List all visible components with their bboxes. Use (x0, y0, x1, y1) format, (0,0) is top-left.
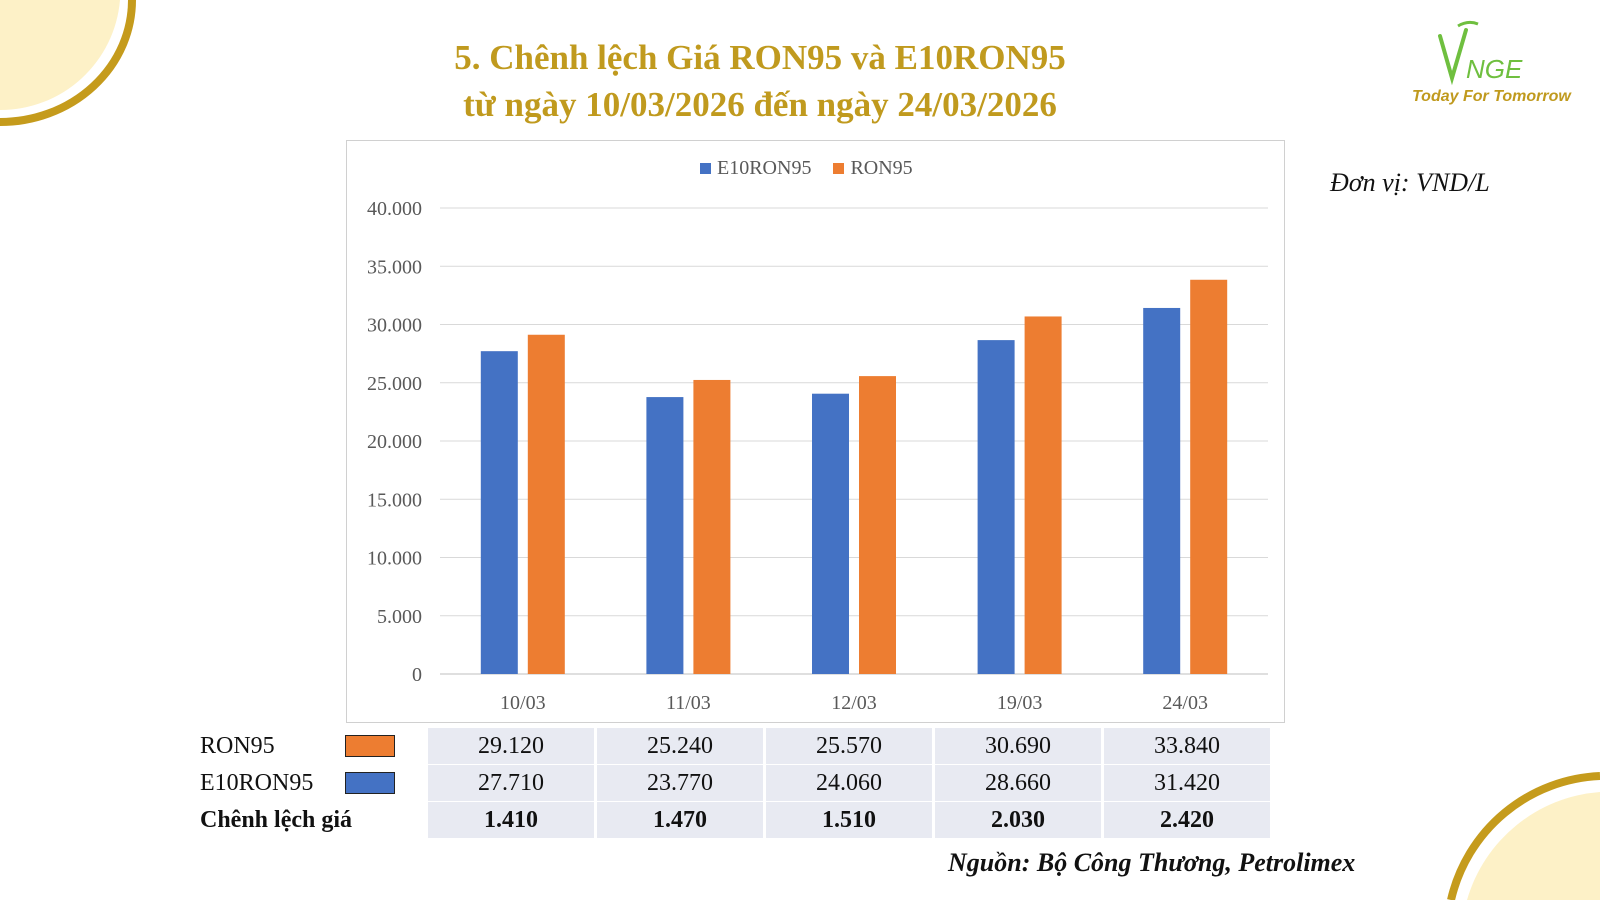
legend-label-ron95: RON95 (850, 157, 913, 179)
bar-e10ron95 (812, 393, 849, 674)
y-tick-label: 5.000 (377, 606, 422, 628)
table-cell: 1.510 (763, 801, 934, 839)
bar-ron95 (527, 334, 565, 674)
table-cell: 23.770 (594, 764, 765, 802)
bar-ron95 (1024, 316, 1062, 674)
y-tick-label: 15.000 (367, 489, 422, 511)
svg-text:Today For Tomorrow: Today For Tomorrow (1412, 88, 1572, 105)
y-tick-label: 20.000 (367, 431, 422, 453)
table-cell: 28.660 (932, 764, 1103, 802)
table-cell: 1.410 (425, 801, 596, 839)
x-tick-label: 11/03 (666, 692, 711, 714)
table-cell: 1.470 (594, 801, 765, 839)
table-cell: 29.120 (425, 728, 596, 765)
table-row-ron95: RON95 29.120 25.240 25.570 30.690 33.840 (200, 728, 1270, 765)
row-label-cell: Chênh lệch giá (200, 801, 427, 839)
legend-swatch-e10ron95 (700, 163, 711, 174)
legend-label-e10ron95: E10RON95 (717, 157, 812, 179)
bar-e10ron95 (1143, 307, 1181, 674)
chart-legend: E10RON95 RON95 (700, 157, 913, 180)
y-tick-label: 30.000 (367, 315, 422, 337)
bar-e10ron95 (977, 340, 1015, 674)
table-cell: 2.420 (1101, 801, 1270, 839)
row-label: RON95 (200, 732, 275, 759)
y-tick-label: 0 (412, 664, 422, 686)
legend-swatch-ron95 (833, 163, 845, 174)
bar-ron95 (859, 376, 896, 674)
e10ron95-swatch (345, 772, 395, 794)
svg-text:NGE: NGE (1466, 54, 1523, 84)
table-cell: 30.690 (932, 728, 1103, 765)
y-tick-label: 40.000 (367, 198, 422, 220)
bar-e10ron95 (646, 397, 684, 674)
y-tick-label: 25.000 (367, 373, 422, 395)
table-cell: 2.030 (932, 801, 1103, 839)
title-line-1: 5. Chênh lệch Giá RON95 và E10RON95 (454, 38, 1066, 77)
table-cell: 33.840 (1101, 728, 1270, 765)
table-cell: 24.060 (763, 764, 934, 802)
table-cell: 31.420 (1101, 764, 1270, 802)
row-label-cell: RON95 (200, 728, 427, 765)
table-cell: 25.240 (594, 728, 765, 765)
data-table: RON95 29.120 25.240 25.570 30.690 33.840… (200, 728, 1270, 839)
row-label: E10RON95 (200, 769, 314, 796)
bar-e10ron95 (480, 351, 518, 674)
row-label-cell: E10RON95 (200, 764, 427, 802)
vnge-logo: NGE Today For Tomorrow (1412, 20, 1572, 105)
page-title: 5. Chênh lệch Giá RON95 và E10RON95 từ n… (330, 34, 1190, 128)
bar-ron95 (693, 379, 731, 674)
table-cell: 27.710 (425, 764, 596, 802)
legend-item-e10ron95: E10RON95 (700, 157, 811, 180)
unit-label: Đơn vị: VND/L (1330, 168, 1490, 197)
y-tick-label: 35.000 (367, 256, 422, 278)
row-label: Chênh lệch giá (200, 806, 353, 833)
bottom-right-corner-decoration (1447, 772, 1600, 900)
table-cell: 25.570 (763, 728, 934, 765)
y-tick-label: 10.000 (367, 548, 422, 570)
x-tick-label: 12/03 (831, 692, 877, 714)
top-left-corner-decoration (0, 0, 136, 126)
table-row-price-difference: Chênh lệch giá 1.410 1.470 1.510 2.030 2… (200, 801, 1270, 839)
x-tick-label: 19/03 (997, 692, 1043, 714)
bar-ron95 (1190, 279, 1228, 674)
ron95-swatch (345, 735, 395, 758)
x-tick-label: 10/03 (500, 692, 546, 714)
source-note: Nguồn: Bộ Công Thương, Petrolimex (948, 848, 1356, 877)
x-tick-label: 24/03 (1162, 692, 1208, 714)
legend-item-ron95: RON95 (833, 157, 913, 180)
title-line-2: từ ngày 10/03/2026 đến ngày 24/03/2026 (463, 85, 1057, 124)
table-row-e10ron95: E10RON95 27.710 23.770 24.060 28.660 31.… (200, 764, 1270, 802)
